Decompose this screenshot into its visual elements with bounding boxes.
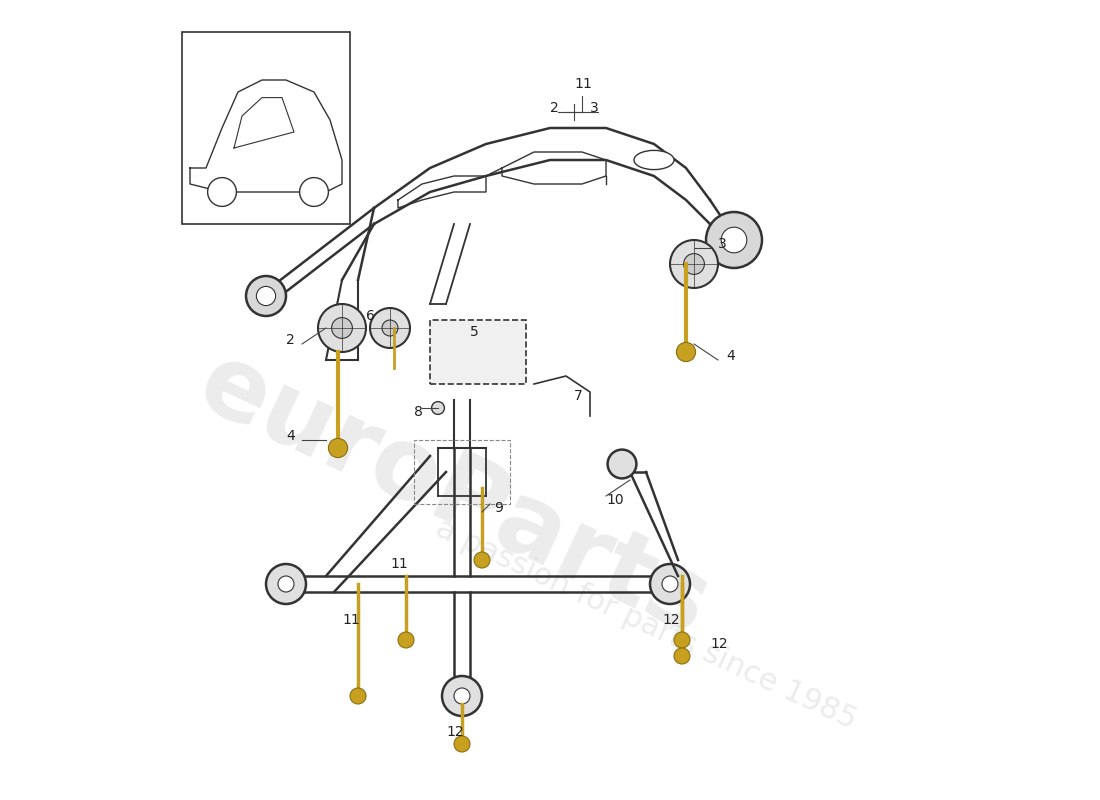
Bar [182, 32, 350, 224]
Text: 1: 1 [582, 77, 591, 91]
Circle shape [382, 320, 398, 336]
Text: 5: 5 [470, 325, 478, 339]
Text: 2: 2 [550, 101, 559, 115]
Circle shape [278, 576, 294, 592]
Circle shape [266, 564, 306, 604]
Circle shape [454, 736, 470, 752]
Text: 4: 4 [286, 429, 295, 443]
Circle shape [706, 212, 762, 268]
Text: 7: 7 [574, 389, 583, 403]
Ellipse shape [634, 150, 674, 170]
Circle shape [331, 318, 352, 338]
Circle shape [256, 286, 276, 306]
Text: 3: 3 [590, 101, 598, 115]
Circle shape [650, 564, 690, 604]
Circle shape [208, 178, 236, 206]
Text: 12: 12 [710, 637, 727, 651]
Text: 11: 11 [390, 557, 408, 571]
Circle shape [318, 304, 366, 352]
Text: a passion for parts since 1985: a passion for parts since 1985 [431, 514, 861, 734]
Text: 11: 11 [342, 613, 360, 627]
Circle shape [350, 688, 366, 704]
Circle shape [722, 227, 747, 253]
Circle shape [676, 342, 695, 362]
Text: 3: 3 [718, 237, 727, 251]
Circle shape [370, 308, 410, 348]
Text: 10: 10 [606, 493, 624, 507]
Circle shape [442, 676, 482, 716]
Text: 12: 12 [662, 613, 680, 627]
Circle shape [670, 240, 718, 288]
Text: 6: 6 [366, 309, 375, 323]
Text: 8: 8 [414, 405, 422, 419]
Circle shape [454, 688, 470, 704]
Text: 12: 12 [446, 725, 463, 739]
Circle shape [662, 576, 678, 592]
FancyBboxPatch shape [430, 320, 526, 384]
Text: 4: 4 [726, 349, 735, 363]
Circle shape [329, 438, 348, 458]
Text: 2: 2 [286, 333, 295, 347]
Circle shape [246, 276, 286, 316]
Circle shape [683, 254, 704, 274]
Circle shape [299, 178, 329, 206]
Circle shape [431, 402, 444, 414]
Bar [414, 440, 510, 504]
Circle shape [607, 450, 637, 478]
Circle shape [474, 552, 490, 568]
Text: 1: 1 [574, 77, 583, 91]
Text: 9: 9 [494, 501, 503, 515]
Circle shape [398, 632, 414, 648]
Text: euroParts: euroParts [184, 335, 725, 657]
Circle shape [674, 648, 690, 664]
Circle shape [674, 632, 690, 648]
